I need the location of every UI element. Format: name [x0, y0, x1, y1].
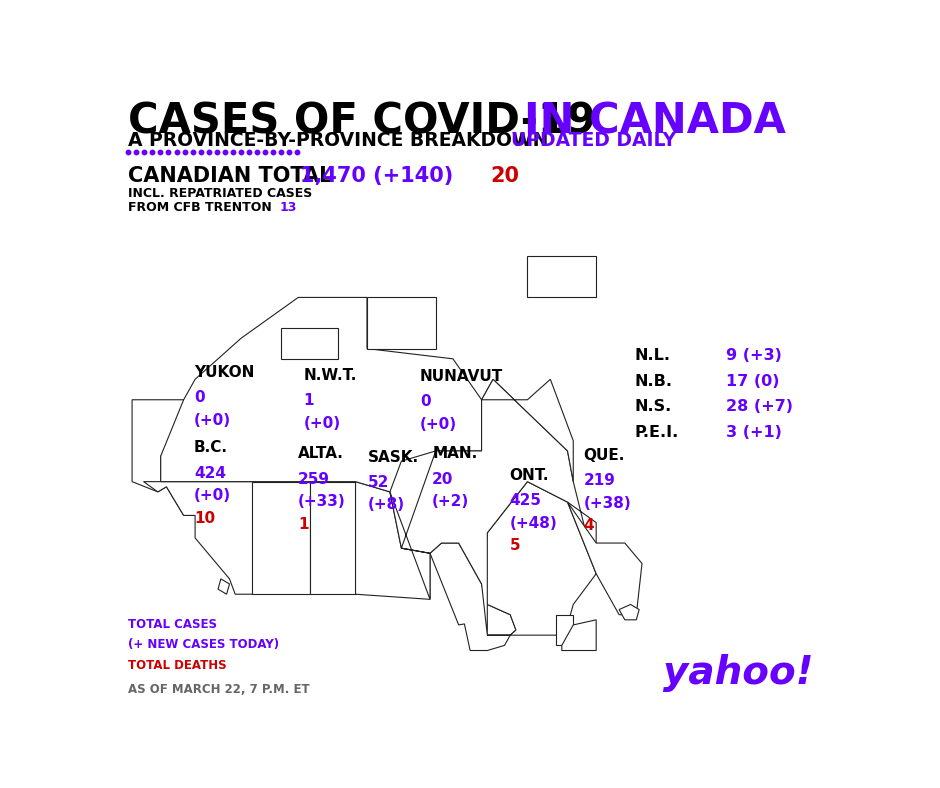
Text: 1: 1 — [298, 517, 308, 532]
Text: CASES OF COVID-19: CASES OF COVID-19 — [129, 101, 611, 143]
Text: TOTAL CASES: TOTAL CASES — [129, 618, 217, 630]
Polygon shape — [562, 620, 596, 651]
Text: 17 (0): 17 (0) — [726, 374, 779, 388]
Text: (+38): (+38) — [584, 496, 632, 511]
Polygon shape — [481, 379, 573, 481]
Text: (+0): (+0) — [194, 412, 231, 428]
Polygon shape — [568, 502, 642, 615]
Text: YUKON: YUKON — [194, 365, 255, 380]
Text: (+0): (+0) — [304, 415, 340, 430]
Text: (+2): (+2) — [432, 494, 469, 509]
Text: P.E.I.: P.E.I. — [634, 425, 679, 440]
Polygon shape — [309, 481, 355, 594]
Text: 20: 20 — [432, 472, 454, 487]
Text: (+48): (+48) — [509, 515, 557, 530]
Text: 0: 0 — [194, 390, 205, 405]
Polygon shape — [481, 481, 596, 645]
Text: NUNAVUT: NUNAVUT — [420, 369, 503, 384]
Text: AS OF MARCH 22, 7 P.M. ET: AS OF MARCH 22, 7 P.M. ET — [129, 683, 310, 696]
Text: N.S.: N.S. — [634, 400, 672, 414]
Text: 0: 0 — [420, 394, 431, 409]
Text: 52: 52 — [368, 475, 389, 490]
Text: 424: 424 — [194, 466, 226, 481]
Text: FROM CFB TRENTON: FROM CFB TRENTON — [129, 201, 273, 214]
Text: 259: 259 — [298, 472, 330, 487]
Text: B.C.: B.C. — [194, 440, 228, 455]
Text: 28 (+7): 28 (+7) — [726, 400, 792, 414]
Polygon shape — [355, 481, 430, 600]
Text: 3 (+1): 3 (+1) — [726, 425, 782, 440]
Text: (+8): (+8) — [368, 497, 405, 512]
Polygon shape — [430, 543, 516, 651]
Polygon shape — [527, 256, 596, 297]
Text: 425: 425 — [509, 493, 541, 508]
Text: 10: 10 — [194, 511, 215, 526]
Text: 20: 20 — [491, 166, 520, 186]
Text: (+0): (+0) — [420, 417, 457, 432]
Text: INCL. REPATRIATED CASES: INCL. REPATRIATED CASES — [129, 188, 313, 200]
Text: UPDATED DAILY: UPDATED DAILY — [511, 131, 676, 150]
Text: 219: 219 — [584, 473, 616, 489]
Text: N.L.: N.L. — [634, 348, 671, 363]
Text: (+0): (+0) — [194, 489, 231, 504]
Polygon shape — [619, 604, 639, 620]
Polygon shape — [218, 579, 229, 594]
Text: MAN.: MAN. — [432, 447, 478, 462]
Polygon shape — [367, 297, 436, 348]
Text: A PROVINCE-BY-PROVINCE BREAKDOWN: A PROVINCE-BY-PROVINCE BREAKDOWN — [129, 131, 556, 150]
Text: 5: 5 — [509, 538, 520, 553]
Polygon shape — [132, 400, 196, 515]
Text: 4: 4 — [584, 518, 594, 533]
Text: N.W.T.: N.W.T. — [304, 367, 356, 383]
Text: IN CANADA: IN CANADA — [524, 101, 786, 143]
Text: ONT.: ONT. — [509, 468, 549, 483]
Polygon shape — [556, 615, 573, 645]
Polygon shape — [161, 297, 481, 492]
Text: (+ NEW CASES TODAY): (+ NEW CASES TODAY) — [129, 638, 279, 651]
Polygon shape — [390, 379, 596, 635]
Text: yahoo!: yahoo! — [663, 654, 813, 692]
Text: SASK.: SASK. — [368, 449, 419, 464]
Text: QUE.: QUE. — [584, 448, 625, 463]
Text: CANADIAN TOTAL: CANADIAN TOTAL — [129, 166, 340, 186]
Text: ALTA.: ALTA. — [298, 447, 344, 462]
Text: 9 (+3): 9 (+3) — [726, 348, 782, 363]
Text: 1: 1 — [304, 393, 314, 408]
Text: N.B.: N.B. — [634, 374, 673, 388]
Text: (+33): (+33) — [298, 494, 346, 509]
Text: TOTAL DEATHS: TOTAL DEATHS — [129, 659, 227, 672]
Polygon shape — [281, 328, 338, 359]
Text: 1,470 (+140): 1,470 (+140) — [300, 166, 460, 186]
Polygon shape — [144, 481, 281, 594]
Text: 13: 13 — [279, 201, 297, 214]
Polygon shape — [253, 481, 309, 594]
